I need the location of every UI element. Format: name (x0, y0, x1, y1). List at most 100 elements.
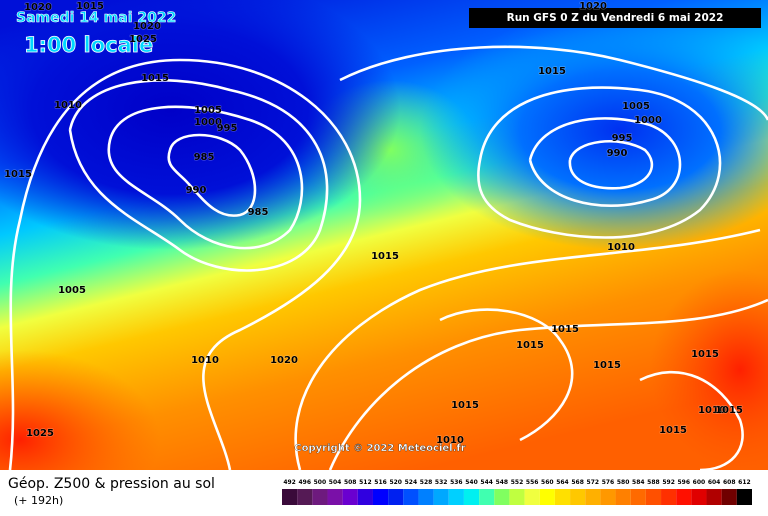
legend-label: 552 (511, 479, 524, 486)
legend-swatch (448, 489, 464, 505)
footer-title: Géop. Z500 & pression au sol (8, 476, 215, 492)
run-box (469, 8, 761, 28)
legend-label: 520 (389, 479, 402, 486)
copyright: Copyright © 2022 Meteociel.fr (294, 443, 465, 454)
isobar-label: 1015 (691, 349, 719, 360)
run-label: Run GFS 0 Z du Vendredi 6 mai 2022 (507, 12, 724, 24)
isobar-label: 1015 (715, 405, 743, 416)
legend-label: 508 (344, 479, 357, 486)
legend-label: 604 (708, 479, 721, 486)
legend-label: 596 (678, 479, 691, 486)
legend-label: 528 (420, 479, 433, 486)
legend-label: 592 (662, 479, 675, 486)
legend-swatch (388, 489, 404, 505)
isobar-label: 1005 (622, 101, 650, 112)
isobar-label: 1000 (194, 117, 222, 128)
isobar-label: 1020 (579, 1, 607, 12)
isobar-label: 1025 (129, 34, 157, 45)
legend-label: 580 (617, 479, 630, 486)
legend-label: 492 (283, 479, 296, 486)
legend-swatch (736, 489, 752, 505)
isobar-label: 1010 (607, 242, 635, 253)
legend-label: 576 (602, 479, 615, 486)
isobar-label: 1015 (4, 169, 32, 180)
legend-swatch (554, 489, 571, 505)
legend-swatch (721, 489, 737, 505)
isobar-label: 1015 (538, 66, 566, 77)
legend-label: 532 (435, 479, 448, 486)
legend-label: 496 (298, 479, 311, 486)
isobar-label: 1015 (551, 324, 579, 335)
isobar-label: 985 (194, 152, 215, 163)
isobar-label: 1005 (58, 285, 86, 296)
legend-swatch (297, 489, 313, 505)
legend-swatch (494, 489, 510, 505)
legend-swatch (676, 489, 692, 505)
legend-label: 572 (587, 479, 600, 486)
legend-swatch (509, 489, 525, 505)
legend-swatch (706, 489, 722, 505)
legend-swatch (539, 489, 555, 505)
legend-swatch (433, 489, 449, 505)
legend-swatch (615, 489, 631, 505)
legend-swatch (312, 489, 328, 505)
legend-label: 600 (693, 479, 706, 486)
time: 1:00 locale (24, 33, 153, 57)
legend-label: 544 (480, 479, 493, 486)
legend-label: 588 (647, 479, 660, 486)
legend-swatch (403, 489, 419, 505)
legend-label: 512 (359, 479, 372, 486)
legend-swatch (479, 489, 495, 505)
isobar-label: 1015 (371, 251, 399, 262)
isobar-label: 1000 (634, 115, 662, 126)
isobar-label: 1010 (698, 405, 726, 416)
isobar-label: 1015 (659, 425, 687, 436)
legend-label: 556 (526, 479, 539, 486)
isobar-label: 1020 (133, 21, 161, 32)
legend-swatch (570, 489, 586, 505)
legend-swatch (357, 489, 373, 505)
isobar-label: 985 (248, 207, 269, 218)
legend-label: 560 (541, 479, 554, 486)
isobars (8, 45, 768, 472)
legend-label: 516 (374, 479, 387, 486)
isobar-label: 1020 (24, 2, 52, 13)
isobar-label: 1015 (451, 400, 479, 411)
legend-label: 564 (556, 479, 569, 486)
legend-label: 500 (314, 479, 327, 486)
isobar-label: 1025 (26, 428, 54, 439)
legend-label: 536 (450, 479, 463, 486)
isobar-label: 1015 (593, 360, 621, 371)
isobar-label: 990 (186, 185, 207, 196)
isobar-label: 1010 (191, 355, 219, 366)
legend-swatch (661, 489, 677, 505)
legend-swatch (585, 489, 601, 505)
legend-label: 584 (632, 479, 645, 486)
legend-swatch (342, 489, 358, 505)
isobar-label: 1015 (141, 73, 169, 84)
legend-label: 504 (329, 479, 342, 486)
legend-swatch (524, 489, 540, 505)
isobar-label: 1005 (194, 105, 222, 116)
isobar-label: 995 (612, 133, 633, 144)
isobar-label: 1020 (270, 355, 298, 366)
legend-swatch (600, 489, 616, 505)
legend-label: 568 (571, 479, 584, 486)
field (0, 0, 400, 250)
legend-swatch (645, 489, 662, 505)
legend-swatch (418, 489, 434, 505)
date: Samedi 14 mai 2022 (16, 10, 176, 26)
legend-swatch (282, 489, 298, 505)
legend: 492 496 500 504 508 512 516 520 524 528 532 536 540 5… (282, 479, 752, 505)
legend-label: 524 (405, 479, 418, 486)
legend-label: 612 (738, 479, 751, 486)
isobar-label: 1010 (54, 100, 82, 111)
isobar-label: 995 (217, 123, 238, 134)
legend-label: 548 (496, 479, 509, 486)
legend-swatch (327, 489, 343, 505)
legend-label: 608 (723, 479, 736, 486)
legend-swatch (630, 489, 646, 505)
legend-swatch (691, 489, 707, 505)
